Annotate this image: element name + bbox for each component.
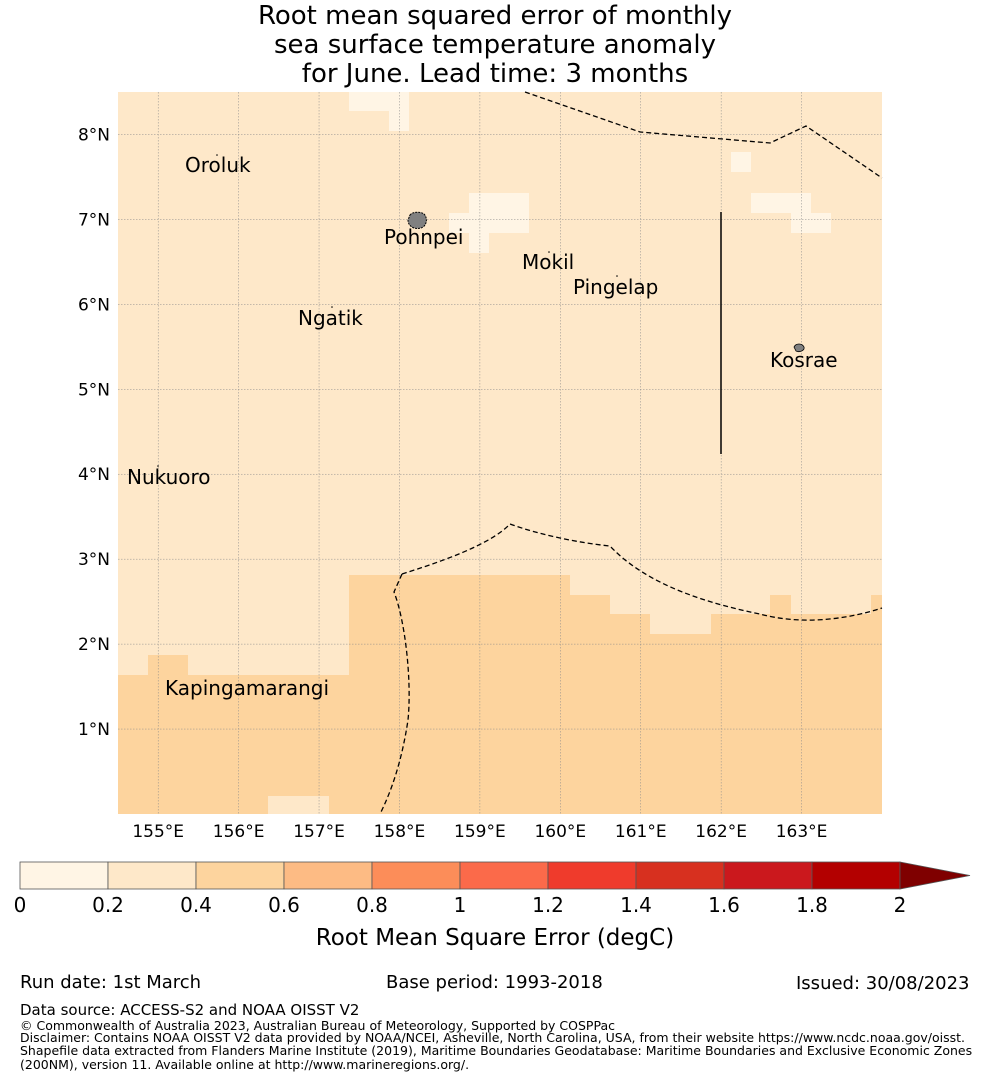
oroluk-dot: [216, 154, 218, 156]
colorbar-tick-label: 1.8: [796, 893, 828, 917]
colorbar-segment: [459, 861, 549, 890]
colorbar-segment: [195, 861, 285, 890]
colorbar-segment: [635, 861, 725, 890]
lat-tick-label: 2°N: [78, 635, 110, 655]
title-line-2: sea surface temperature anomaly: [274, 30, 716, 60]
label-kosrae: Kosrae: [770, 348, 838, 372]
label-kapingamarangi: Kapingamarangi: [165, 676, 329, 700]
lat-tick-label: 7°N: [78, 210, 110, 230]
colorbar-segment: [107, 861, 197, 890]
lon-tick-label: 161°E: [615, 822, 667, 842]
lon-tick-label: 159°E: [454, 822, 506, 842]
lon-tick-label: 158°E: [374, 822, 426, 842]
colorbar-segment: [283, 861, 373, 890]
pingelap-dot: [616, 275, 618, 277]
data-source: Data source: ACCESS-S2 and NOAA OISST V2: [20, 1001, 360, 1019]
eez-boundary-west: [379, 573, 410, 815]
colorbar: [19, 861, 971, 890]
colorbar-segment: [371, 861, 461, 890]
colorbar-tick-label: 1: [454, 893, 467, 917]
colorbar-tick-label: 0: [14, 893, 27, 917]
issued-date: Issued: 30/08/2023: [796, 973, 970, 994]
raster-band-0.2-0.4-patches: [268, 614, 711, 814]
shapefile-credit-2: (200NM), version 11. Available online at…: [20, 1057, 470, 1072]
lat-tick-label: 3°N: [78, 550, 110, 570]
colorbar-tick-label: 2: [894, 893, 907, 917]
lon-tick-label: 162°E: [695, 822, 747, 842]
ngatik-dot: [331, 306, 333, 308]
islands: [157, 154, 805, 467]
colorbar-segment: [723, 861, 813, 890]
colorbar-tick-label: 1.6: [708, 893, 740, 917]
mokil-dot: [548, 251, 550, 253]
disclaimer: Disclaimer: Contains NOAA OISST V2 data …: [20, 1030, 965, 1045]
rmse-raster: [118, 92, 882, 814]
eez-boundaries: [379, 91, 883, 815]
colorbar-segment: [811, 861, 901, 890]
label-nukuoro: Nukuoro: [127, 465, 211, 489]
lat-tick-label: 6°N: [78, 295, 110, 315]
latitude-tick-labels: 1°N 2°N 3°N 4°N 5°N 6°N 7°N 8°N: [78, 125, 110, 740]
eez-boundary-north: [524, 91, 883, 179]
eez-boundary-south-arc: [401, 523, 883, 621]
kosrae-island: [793, 343, 805, 353]
place-labels: Oroluk Pohnpei Mokil Pingelap Ngatik Kos…: [127, 153, 838, 700]
colorbar-segment: [547, 861, 637, 890]
lat-tick-label: 8°N: [78, 125, 110, 145]
colorbar-label: Root Mean Square Error (degC): [316, 925, 674, 951]
shapefile-credit-1: Shapefile data extracted from Flanders M…: [20, 1043, 973, 1058]
colorbar-tick-label: 1.4: [620, 893, 652, 917]
lon-tick-label: 160°E: [534, 822, 586, 842]
label-pohnpei: Pohnpei: [384, 225, 464, 249]
raster-band-0-0.2: [349, 92, 831, 253]
label-oroluk: Oroluk: [185, 153, 251, 177]
raster-band-0.4-0.6: [118, 575, 882, 814]
pohnpei-island: [407, 211, 427, 229]
title-line-3: for June. Lead time: 3 months: [301, 59, 689, 89]
label-ngatik: Ngatik: [298, 306, 363, 330]
colorbar-tick-label: 0.4: [180, 893, 212, 917]
lon-tick-label: 157°E: [293, 822, 345, 842]
colorbar-extend-arrow: [899, 861, 971, 890]
colorbar-tick-labels: 0 0.2 0.4 0.6 0.8 1 1.2 1.4 1.6 1.8 2: [14, 893, 907, 917]
lon-tick-label: 163°E: [776, 822, 828, 842]
colorbar-tick-label: 0.6: [268, 893, 300, 917]
nukuoro-dot: [157, 465, 159, 467]
copyright: © Commonwealth of Australia 2023, Austra…: [20, 1018, 615, 1033]
longitude-tick-labels: 155°E 156°E 157°E 158°E 159°E 160°E 161°E 162°E…: [132, 822, 827, 842]
lon-tick-label: 156°E: [213, 822, 265, 842]
base-period: Base period: 1993-2018: [386, 972, 603, 993]
label-mokil: Mokil: [522, 250, 574, 274]
colorbar-tick-label: 1.2: [532, 893, 564, 917]
lat-tick-label: 4°N: [78, 465, 110, 485]
label-pingelap: Pingelap: [573, 275, 658, 299]
colorbar-tick-label: 0.8: [356, 893, 388, 917]
map-title: Root mean squared error of monthly sea s…: [0, 2, 990, 89]
run-date: Run date: 1st March: [20, 972, 202, 993]
title-line-1: Root mean squared error of monthly: [257, 1, 733, 31]
colorbar-tick-label: 0.2: [92, 893, 124, 917]
lat-tick-label: 5°N: [78, 380, 110, 400]
lat-tick-label: 1°N: [78, 720, 110, 740]
lon-tick-label: 155°E: [132, 822, 184, 842]
colorbar-segment: [19, 861, 109, 890]
